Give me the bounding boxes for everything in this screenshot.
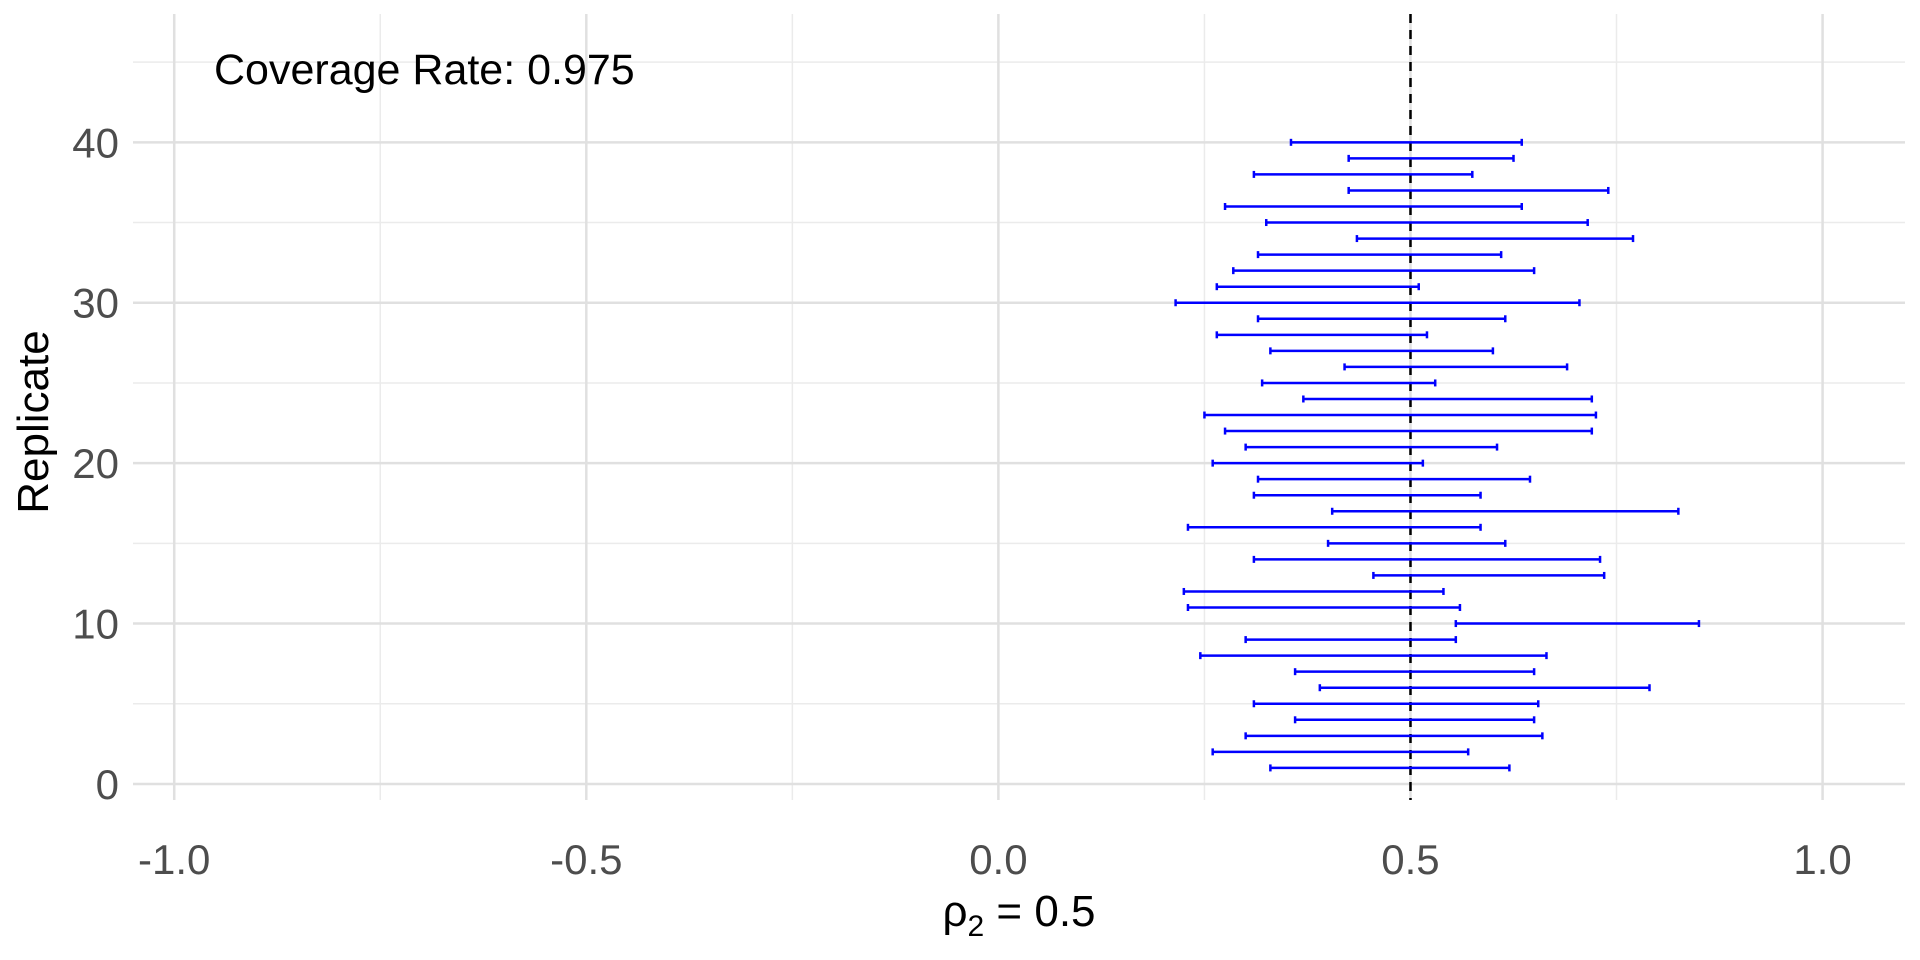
interval-bar-6 bbox=[1318, 684, 1651, 692]
interval-bar-27 bbox=[1269, 347, 1495, 355]
interval-bar-39 bbox=[1347, 154, 1515, 162]
y-tick-label: 20 bbox=[72, 440, 119, 487]
interval-bar-26 bbox=[1343, 363, 1569, 371]
interval-bar-15 bbox=[1326, 539, 1507, 547]
interval-bar-11 bbox=[1186, 604, 1462, 612]
interval-bar-24 bbox=[1302, 395, 1594, 403]
interval-bars bbox=[1174, 138, 1701, 772]
interval-bar-36 bbox=[1223, 202, 1524, 210]
interval-bar-7 bbox=[1293, 668, 1536, 676]
interval-bar-29 bbox=[1256, 315, 1507, 323]
interval-bar-33 bbox=[1256, 251, 1503, 259]
interval-bar-9 bbox=[1244, 636, 1458, 644]
x-tick-label: 0.0 bbox=[969, 836, 1027, 883]
interval-bar-25 bbox=[1260, 379, 1437, 387]
interval-bar-28 bbox=[1215, 331, 1429, 339]
interval-bar-8 bbox=[1199, 652, 1548, 660]
interval-bar-34 bbox=[1355, 235, 1635, 243]
interval-bar-12 bbox=[1182, 587, 1445, 595]
interval-bar-38 bbox=[1252, 170, 1474, 178]
x-tick-label: 1.0 bbox=[1793, 836, 1851, 883]
coverage-rate-annotation: Coverage Rate: 0.975 bbox=[214, 46, 635, 94]
interval-bar-5 bbox=[1252, 700, 1540, 708]
interval-bar-32 bbox=[1232, 267, 1536, 275]
interval-bar-21 bbox=[1244, 443, 1499, 451]
interval-bar-22 bbox=[1223, 427, 1594, 435]
interval-bar-13 bbox=[1372, 571, 1606, 579]
interval-bar-40 bbox=[1289, 138, 1524, 146]
interval-bar-4 bbox=[1293, 716, 1536, 724]
grid-lines bbox=[133, 14, 1905, 800]
interval-bar-10 bbox=[1454, 620, 1701, 628]
x-axis-title-symbol: ρ bbox=[942, 887, 967, 936]
x-axis-title-subscript: 2 bbox=[968, 910, 985, 943]
interval-bar-18 bbox=[1252, 491, 1482, 499]
interval-bar-14 bbox=[1252, 555, 1602, 563]
interval-bar-30 bbox=[1174, 299, 1581, 307]
y-tick-label: 40 bbox=[72, 119, 119, 166]
x-axis-title: ρ2 = 0.5 bbox=[942, 887, 1095, 943]
interval-bar-19 bbox=[1256, 475, 1532, 483]
x-tick-label: 0.5 bbox=[1381, 836, 1439, 883]
x-tick-label: -0.5 bbox=[550, 836, 622, 883]
y-tick-label: 30 bbox=[72, 280, 119, 327]
y-tick-label: 10 bbox=[72, 601, 119, 648]
interval-bar-35 bbox=[1265, 219, 1589, 227]
interval-bar-17 bbox=[1330, 507, 1680, 515]
interval-bar-3 bbox=[1244, 732, 1544, 740]
interval-bar-23 bbox=[1203, 411, 1598, 419]
tick-labels: -1.0 -0.5 0.0 0.5 1.0 0 10 20 30 40 bbox=[72, 119, 1851, 883]
y-axis-title: Replicate bbox=[9, 330, 58, 513]
interval-bar-2 bbox=[1211, 748, 1470, 756]
interval-bar-1 bbox=[1269, 764, 1511, 772]
interval-bar-37 bbox=[1347, 186, 1610, 194]
x-tick-label: -1.0 bbox=[138, 836, 210, 883]
y-tick-label: 0 bbox=[96, 761, 119, 808]
interval-bar-31 bbox=[1215, 283, 1420, 291]
interval-bar-20 bbox=[1211, 459, 1425, 467]
interval-bar-16 bbox=[1186, 523, 1482, 531]
x-axis-title-value: = 0.5 bbox=[984, 887, 1095, 936]
